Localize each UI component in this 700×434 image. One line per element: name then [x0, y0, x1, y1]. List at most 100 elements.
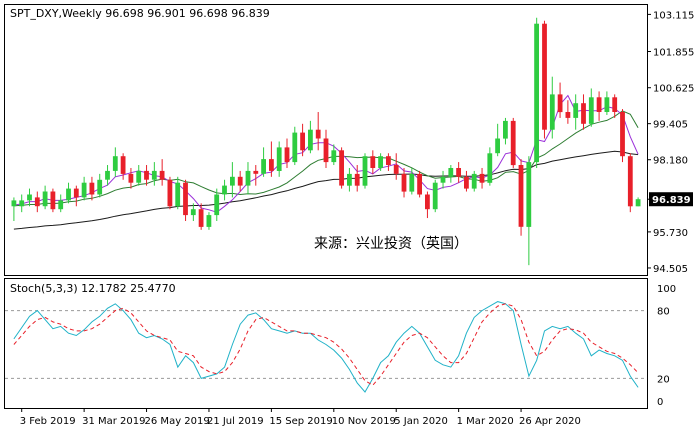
candle-body — [19, 200, 25, 207]
price-tick-label: 100.625 — [653, 84, 694, 95]
candle-body — [386, 156, 391, 165]
stoch-header: Stoch(5,3,3) 12.1782 25.4770 — [10, 282, 176, 295]
current-price-box — [649, 192, 693, 207]
candle-body — [58, 200, 64, 210]
x-tick-label: 1 Mar 2020 — [457, 416, 514, 427]
candle-body — [89, 182, 95, 195]
x-tick-label: 10 Nov 2019 — [332, 416, 396, 427]
candle-body — [479, 173, 485, 183]
candle-body — [276, 147, 282, 171]
candle-body — [565, 112, 571, 118]
candle-body — [518, 165, 524, 227]
candle-body — [581, 103, 586, 124]
candle-body — [97, 179, 103, 195]
price-tick-label: 98.180 — [653, 156, 688, 167]
price-tick-label: 103.115 — [653, 10, 694, 21]
candle-body — [66, 188, 71, 201]
candle-body — [495, 138, 500, 154]
candle-body — [27, 194, 32, 201]
candle-body — [448, 168, 454, 177]
candle-body — [308, 129, 313, 151]
ma-slow-line — [13, 150, 639, 230]
candle-body — [331, 150, 337, 163]
price-header: SPT_DXY,Weekly 96.698 96.901 96.698 96.8… — [10, 7, 270, 20]
candle-body — [339, 150, 344, 186]
candle-body — [503, 120, 508, 139]
x-tick-label: 5 Jan 2020 — [394, 416, 448, 427]
candle-body — [487, 153, 493, 183]
candle-body — [362, 156, 368, 186]
candle-body — [136, 170, 142, 183]
price-tick-label: 101.855 — [653, 48, 694, 59]
candle-body — [206, 215, 212, 227]
current-price-label: 96.839 — [652, 195, 691, 206]
stoch-tick-label: 100 — [657, 284, 676, 295]
candle-body — [627, 156, 633, 207]
candle-body — [542, 23, 547, 130]
candle-body — [464, 176, 469, 189]
candle-body — [315, 129, 321, 139]
candle-body — [167, 179, 173, 207]
candle-body — [284, 147, 290, 163]
candle-body — [183, 182, 188, 216]
candle-body — [175, 182, 181, 207]
candle-body — [456, 168, 461, 177]
candle-body — [253, 170, 259, 174]
candle-body — [557, 94, 563, 113]
candle-body — [151, 170, 157, 180]
candle-body — [354, 173, 360, 186]
candle-body — [573, 103, 579, 118]
stoch-tick-label: 80 — [657, 307, 670, 318]
candle-body — [471, 173, 477, 189]
candle-body — [222, 185, 227, 195]
axis-layer: 103.115 101.855 100.625 99.405 98.180 96.839 9… — [20, 10, 695, 427]
price-tick-label: 95.730 — [653, 228, 688, 239]
price-tick-label: 99.405 — [653, 120, 688, 131]
stoch-d-line — [13, 303, 639, 386]
candle-body — [34, 197, 40, 207]
price-layer — [11, 17, 641, 266]
candle-body — [50, 191, 56, 210]
candle-body — [588, 97, 594, 124]
candle-body — [409, 173, 415, 192]
candle-body — [300, 132, 305, 151]
candle-body — [440, 176, 446, 183]
candle-body — [534, 23, 539, 163]
candle-body — [144, 170, 149, 180]
x-tick-label: 3 Feb 2019 — [20, 416, 76, 427]
candle-body — [417, 173, 422, 195]
candle-body — [596, 97, 602, 112]
candle-body — [323, 138, 329, 163]
candle-body — [510, 120, 516, 166]
price-tick-label: 94.505 — [653, 264, 688, 275]
stoch-panel-frame — [4, 278, 648, 409]
candle-body — [128, 173, 134, 183]
candle-body — [11, 200, 17, 207]
candle-body — [269, 159, 274, 171]
x-tick-label: 21 Jul 2019 — [207, 416, 264, 427]
candle-body — [73, 188, 79, 198]
candle-body — [261, 159, 266, 174]
candle-body — [120, 156, 126, 174]
candle-body — [347, 173, 352, 186]
x-tick-label: 26 May 2019 — [145, 416, 210, 427]
stoch-tick-label: 20 — [657, 374, 670, 385]
candle-body — [378, 156, 383, 168]
x-tick-label: 31 Mar 2019 — [82, 416, 145, 427]
candle-body — [620, 112, 625, 157]
candle-body — [159, 170, 165, 180]
candle-body — [635, 199, 641, 207]
candle-body — [526, 162, 532, 227]
candle-body — [425, 194, 430, 210]
candle-body — [370, 156, 376, 168]
candle-body — [190, 209, 196, 216]
stoch-k-line — [13, 301, 639, 393]
candle-body — [292, 132, 298, 163]
candle-body — [198, 209, 204, 227]
candle-body — [393, 165, 399, 174]
x-tick-label: 15 Sep 2019 — [269, 416, 332, 427]
candle-body — [401, 173, 407, 192]
candle-body — [245, 170, 251, 186]
